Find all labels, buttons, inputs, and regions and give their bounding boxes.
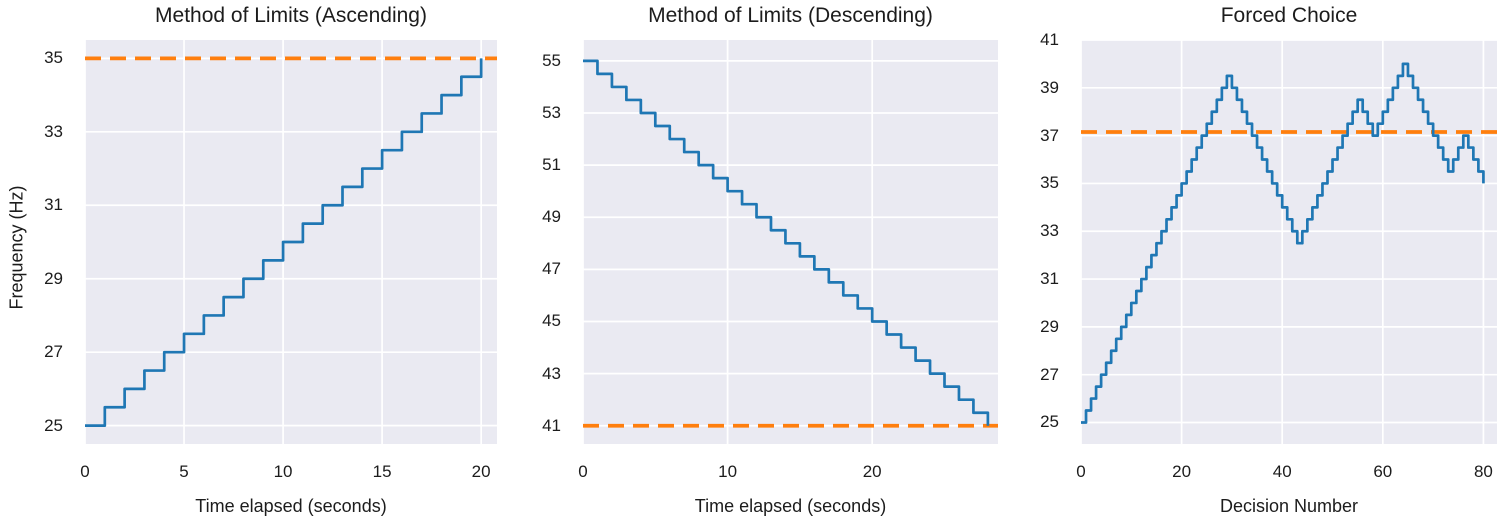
y-tick-label: 51 — [542, 155, 561, 175]
y-tick-label: 55 — [542, 50, 561, 70]
y-tick-label: 29 — [44, 268, 63, 288]
ascending-staircase-plot-area — [84, 40, 497, 444]
chart-title-method-of-limits-ascending: Method of Limits (Ascending) — [155, 4, 427, 27]
y-axis-label-frequency: Frequency (Hz) — [6, 185, 27, 310]
chart-canvas — [84, 40, 497, 444]
y-tick-label: 43 — [542, 363, 561, 383]
y-tick-label: 35 — [1040, 173, 1059, 193]
staircase-line — [1081, 62, 1485, 424]
staircase-line — [583, 59, 990, 426]
x-axis-label-time-descending: Time elapsed (seconds) — [694, 496, 887, 516]
x-tick-label: 0 — [578, 462, 588, 481]
y-tick-label: 47 — [542, 259, 561, 279]
x-tick-label: 10 — [273, 462, 293, 481]
y-tick-label: 31 — [1040, 269, 1059, 289]
forced-choice-plot-area — [1080, 39, 1497, 444]
x-tick-label: 5 — [179, 462, 189, 481]
x-tick-label: 60 — [1373, 462, 1393, 481]
y-tick-label: 27 — [1040, 364, 1059, 384]
y-tick-label: 25 — [1040, 412, 1059, 432]
x-tick-label: 10 — [718, 462, 738, 481]
y-tick-label: 53 — [542, 102, 561, 122]
descending-staircase-plot-area — [582, 40, 998, 444]
x-tick-label: 20 — [862, 462, 882, 481]
x-tick-label: 80 — [1473, 462, 1493, 481]
y-tick-label: 31 — [44, 195, 63, 215]
x-tick-label: 0 — [1076, 462, 1086, 481]
chart-title-forced-choice: Forced Choice — [1220, 4, 1358, 27]
y-tick-label: 25 — [44, 415, 63, 435]
y-tick-label: 41 — [542, 415, 561, 435]
y-tick-label: 35 — [44, 48, 63, 68]
y-tick-label: 27 — [44, 342, 63, 362]
y-tick-label: 39 — [1040, 77, 1059, 97]
y-tick-label: 45 — [542, 311, 561, 331]
x-tick-label: 20 — [471, 462, 491, 481]
x-axis-label-decision-number: Decision Number — [1219, 496, 1359, 516]
x-tick-label: 15 — [372, 462, 392, 481]
x-tick-label: 20 — [1172, 462, 1192, 481]
axes-background — [1081, 40, 1497, 444]
y-tick-label: 29 — [1040, 316, 1059, 336]
x-axis-label-time-ascending: Time elapsed (seconds) — [195, 496, 387, 516]
chart-canvas — [1080, 39, 1497, 444]
x-tick-label: 40 — [1272, 462, 1292, 481]
y-tick-label: 41 — [1040, 30, 1059, 49]
chart-title-method-of-limits-descending: Method of Limits (Descending) — [648, 4, 933, 27]
x-tick-label: 0 — [80, 462, 90, 481]
y-tick-label: 37 — [1040, 125, 1059, 145]
chart-canvas — [582, 40, 998, 444]
y-tick-label: 33 — [1040, 221, 1059, 241]
y-tick-label: 49 — [542, 207, 561, 227]
staircase-line — [85, 58, 483, 427]
y-tick-label: 33 — [44, 121, 63, 141]
